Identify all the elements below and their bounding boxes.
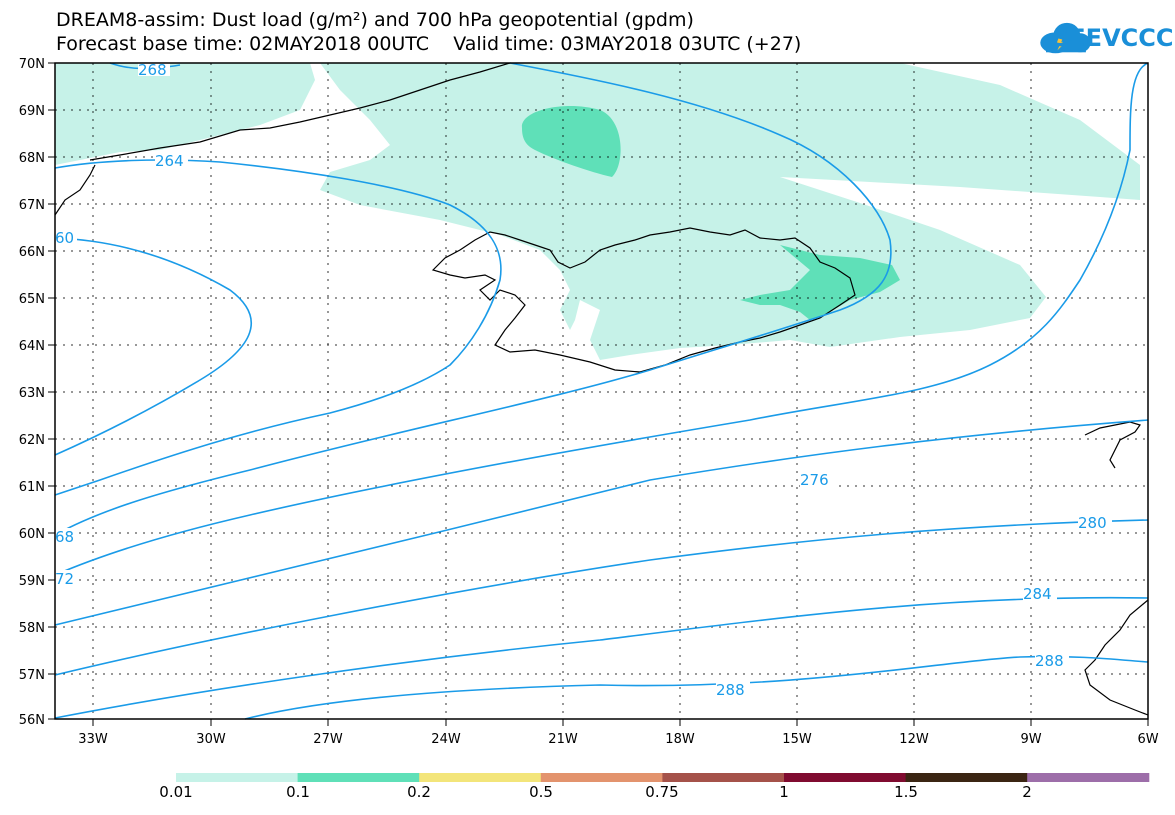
lon-label: 15W [782,732,812,747]
colorbar-label: 0.5 [529,783,553,801]
cloud-icon [1040,22,1091,54]
colorbar-swatch [784,773,907,782]
lat-label: 60N [19,527,45,542]
lon-label: 12W [899,732,929,747]
lon-label: 33W [78,732,108,747]
lon-label: 6W [1137,732,1158,747]
lat-label: 69N [19,104,45,119]
contour-label: 284 [1023,585,1052,603]
lat-label: 66N [19,245,45,260]
longitude-labels: 33W 30W 27W 24W 21W 18W 15W 12W 9W 6W [78,732,1158,747]
colorbar-swatch [662,773,785,782]
colorbar-label: 1 [779,783,789,801]
contour-label: 276 [800,471,829,489]
contour-label: 280 [1078,514,1107,532]
lat-label: 62N [19,433,45,448]
lat-label: 59N [19,574,45,589]
lat-label: 58N [19,621,45,636]
lat-label: 68N [19,151,45,166]
axis-ticks [48,62,1149,726]
contour-label: 264 [155,152,184,170]
colorbar-swatch [540,773,663,782]
coastlines [54,62,1149,716]
geopotential-contours [54,62,1149,720]
lon-label: 21W [548,732,578,747]
seevccc-logo [1040,22,1091,54]
lat-label: 67N [19,198,45,213]
colorbar-label: 0.01 [159,783,193,801]
colorbar-swatch [905,773,1028,782]
dust-shading-medium [521,106,900,320]
lon-label: 30W [196,732,226,747]
contour-label: 268 [138,61,167,79]
contour-label: 288 [1035,652,1064,670]
lon-label: 18W [665,732,695,747]
colorbar-label: 0.1 [286,783,310,801]
contour-label: 72 [55,570,74,588]
map-title: DREAM8-assim: Dust load (g/m²) and 700 h… [56,9,694,31]
lon-label: 24W [431,732,461,747]
contour-labels: 268 264 60 68 72 276 280 284 288 288 [55,60,1112,699]
latitude-labels: 70N 69N 68N 67N 66N 65N 64N 63N 62N 61N … [19,57,45,728]
lat-label: 61N [19,480,45,495]
lon-label: 9W [1020,732,1041,747]
colorbar-label: 0.2 [407,783,431,801]
colorbar-swatch [176,773,299,782]
contour-label: 288 [716,681,745,699]
colorbar-label: 1.5 [894,783,918,801]
lat-label: 56N [19,713,45,728]
colorbar-label: 0.75 [645,783,679,801]
contour-label: 68 [55,528,74,546]
logo-text: SEEVCCC [1052,24,1174,52]
colorbar-swatch [297,773,420,782]
lat-label: 64N [19,339,45,354]
lat-label: 70N [19,57,45,72]
lat-label: 57N [19,668,45,683]
map-frame: 268 264 60 68 72 276 280 284 288 288 [19,57,1159,747]
colorbar-label: 2 [1022,783,1032,801]
colorbar-swatch [1027,773,1150,782]
lat-label: 65N [19,292,45,307]
contour-label: 60 [55,229,74,247]
colorbar [176,773,1150,782]
colorbar-swatch [419,773,542,782]
lat-label: 63N [19,386,45,401]
map-subtitle: Forecast base time: 02MAY2018 00UTC Vali… [56,33,802,55]
lon-label: 27W [313,732,343,747]
